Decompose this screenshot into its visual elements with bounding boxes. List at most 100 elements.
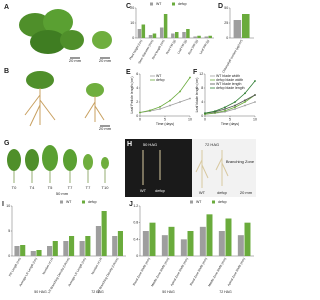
y-tick-label: 0 bbox=[8, 254, 10, 258]
panel-label: C bbox=[126, 3, 131, 10]
bar bbox=[180, 239, 187, 256]
bar bbox=[237, 235, 244, 256]
group-label: 50 HAG bbox=[162, 290, 175, 294]
point bbox=[149, 109, 151, 112]
legend-label: WT bbox=[66, 200, 72, 204]
genotype-label: defcp bbox=[155, 188, 166, 193]
x-tick-label: Basal Zone Width (mm) bbox=[189, 257, 208, 286]
leaf-label: T7 bbox=[68, 185, 73, 190]
point bbox=[234, 104, 236, 107]
y-tick-label: 5 bbox=[8, 229, 10, 233]
y-tick-label: 50 bbox=[224, 6, 228, 10]
scale-label: 20 mm bbox=[240, 190, 253, 195]
y-tick-label: 1.2 bbox=[133, 204, 138, 208]
point bbox=[224, 106, 226, 109]
y-axis-label: Leaf Petiole length (cm) bbox=[130, 77, 134, 114]
bar bbox=[233, 20, 242, 38]
x-tick-label: Number of LR bbox=[41, 256, 54, 275]
bar bbox=[161, 235, 168, 256]
bar bbox=[225, 218, 232, 256]
bar bbox=[95, 226, 102, 256]
point bbox=[179, 90, 181, 93]
y-tick-label: 0 bbox=[136, 114, 138, 118]
x-tick-label: Middle Zone Width (mm) bbox=[150, 257, 170, 287]
y-tick-label: 10 bbox=[130, 21, 134, 25]
y-tick-label: 6 bbox=[136, 72, 138, 76]
panel-label: A bbox=[4, 4, 9, 11]
x-tick-label: Root FW (g) bbox=[165, 39, 177, 55]
x-tick-label: Apical Zone Width (mm) bbox=[226, 257, 246, 287]
point bbox=[254, 80, 256, 82]
point bbox=[244, 99, 246, 102]
genotype-label: defcp bbox=[217, 190, 228, 195]
legend-swatch bbox=[150, 2, 153, 6]
bar bbox=[186, 29, 190, 38]
legend-swatch bbox=[172, 2, 175, 6]
leaves bbox=[7, 145, 109, 183]
panel-label: G bbox=[4, 140, 10, 147]
bar bbox=[148, 35, 153, 38]
bar bbox=[182, 32, 186, 38]
point bbox=[169, 104, 171, 107]
bar bbox=[63, 241, 69, 256]
legend-label: WT blade width bbox=[216, 74, 240, 78]
point bbox=[234, 108, 236, 110]
bar bbox=[149, 222, 156, 256]
x-tick-label: Leaf DW (g) bbox=[198, 39, 210, 55]
time-label: 72 HAG bbox=[205, 142, 219, 147]
bar bbox=[36, 250, 42, 256]
point bbox=[179, 101, 181, 103]
point bbox=[169, 99, 171, 102]
legend-label: defcp bbox=[88, 200, 97, 204]
x-axis-label: Time (days) bbox=[156, 122, 174, 126]
legend-label: WT bbox=[156, 74, 162, 78]
x-tick-label: Root DW (g) bbox=[187, 39, 199, 55]
leaf-label: T7 bbox=[86, 185, 91, 190]
legend-swatch bbox=[82, 200, 85, 204]
bar bbox=[244, 222, 251, 256]
legend-swatch bbox=[212, 200, 215, 204]
time-label: 50 HAG bbox=[143, 142, 157, 147]
bar bbox=[101, 211, 107, 256]
bar bbox=[117, 231, 123, 256]
x-axis-label: Time (days) bbox=[221, 122, 239, 126]
panel-label: I bbox=[2, 201, 4, 208]
x-tick-label: 5 bbox=[164, 117, 166, 121]
point bbox=[244, 101, 246, 103]
group-label: 50 HAG bbox=[34, 290, 47, 294]
bar bbox=[112, 236, 118, 256]
scale-label: 20 mm bbox=[99, 126, 112, 131]
point bbox=[159, 108, 161, 110]
zone-label: Branching Zone bbox=[226, 159, 255, 164]
point bbox=[234, 101, 236, 103]
legend-label: defcp blade width bbox=[216, 78, 243, 82]
bar bbox=[206, 214, 213, 256]
bar bbox=[69, 236, 75, 256]
bar bbox=[79, 241, 85, 256]
plant-roots bbox=[24, 71, 105, 127]
group-label: 72 HAG bbox=[91, 290, 104, 294]
panel-label: F bbox=[193, 69, 198, 76]
y-tick-label: 0 bbox=[132, 36, 134, 40]
x-tick-label: Basal Zone Width (mm) bbox=[132, 257, 151, 286]
point bbox=[159, 106, 161, 108]
point bbox=[244, 104, 246, 107]
x-tick-label: Apical Zone Width (mm) bbox=[169, 257, 189, 287]
point bbox=[234, 106, 236, 109]
roots bbox=[142, 150, 229, 188]
leaf-label: T5 bbox=[48, 185, 53, 190]
x-tick-label: Chlorophyll content (µg/cm²) bbox=[221, 39, 243, 74]
legend-swatch bbox=[190, 200, 193, 204]
point bbox=[189, 76, 191, 79]
point bbox=[254, 101, 256, 103]
bar bbox=[30, 251, 36, 256]
plant-wt bbox=[19, 9, 84, 54]
y-tick-label: 0 bbox=[136, 254, 138, 258]
scale-label: 50 mm bbox=[56, 191, 69, 196]
y-tick-label: 0 bbox=[226, 36, 228, 40]
legend-label: defcp bbox=[178, 2, 187, 6]
leaf-label: T4 bbox=[30, 185, 35, 190]
legend-label: WT bbox=[156, 2, 162, 6]
y-axis-label: Leaf blade length (cm) bbox=[195, 78, 199, 113]
bar bbox=[168, 226, 175, 256]
